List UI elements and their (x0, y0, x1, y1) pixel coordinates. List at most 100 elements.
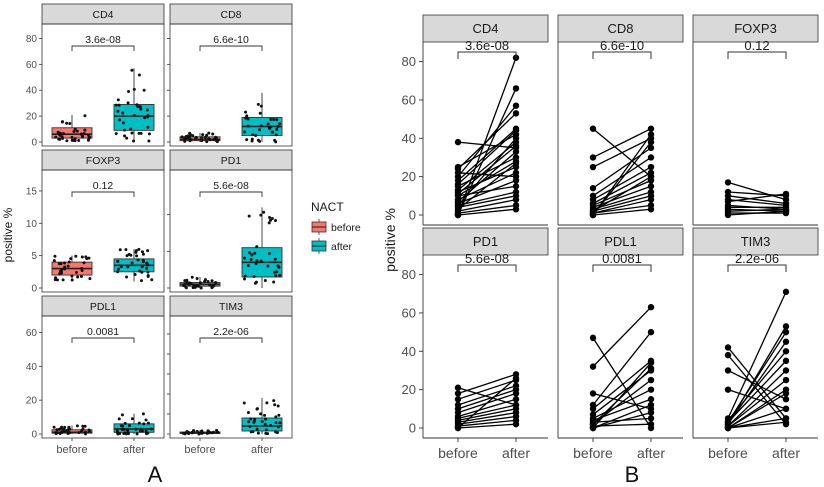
point-a-foxp3-after (137, 247, 141, 251)
legend-label-before: before (331, 222, 361, 234)
point-a-pd1-after (266, 264, 270, 268)
point-a-tim3-after (263, 413, 267, 417)
facet-b-foxp3: FOXP3 0.12 (692, 14, 819, 226)
strip-label-b-foxp3: FOXP3 (734, 21, 777, 36)
pair-line-b-cd8 (592, 208, 652, 216)
point-a-cd4-after (132, 87, 136, 91)
point-a-cd8-before (200, 139, 204, 143)
point-a-pdl1-after (120, 413, 124, 417)
point-a-pd1-before (182, 284, 186, 288)
facet-b-pdl1: PDL1 0.0081 before after (557, 227, 684, 461)
point-a-tim3-after (276, 425, 280, 429)
point-a-cd4-after (147, 139, 151, 143)
point-a-cd8-before (208, 138, 212, 142)
point-after-b-cd8 (647, 196, 655, 203)
point-a-cd4-after (143, 116, 147, 120)
point-a-pd1-after (273, 218, 277, 222)
point-before-b-foxp3 (724, 211, 732, 219)
pair-line-b-cd4 (457, 128, 517, 181)
facet-a-cd4: CD4 0 20 40 60 80 3.6e-08 (26, 3, 165, 149)
pair-line-b-cd8 (592, 191, 652, 210)
pair-line-b-pdl1 (592, 368, 652, 425)
point-a-pdl1-before (81, 424, 85, 428)
pair-line-b-tim3 (727, 408, 787, 429)
point-a-cd8-after (258, 111, 262, 115)
panel-a-letter: A (148, 462, 163, 487)
point-a-foxp3-after (146, 270, 150, 274)
point-after-b-cd4 (512, 85, 520, 92)
facet-a-tim3: TIM3 2.2e-06 before after (167, 295, 293, 456)
point-a-tim3-after (275, 431, 279, 435)
point-a-cd4-after (117, 103, 121, 107)
plot-frame-a-tim3 (169, 315, 293, 439)
point-after-b-tim3 (782, 328, 790, 336)
xtick-label-b-pd1-before: before (438, 445, 478, 461)
point-a-tim3-after (266, 432, 270, 436)
point-a-cd8-after (259, 124, 263, 128)
pair-line-b-tim3 (727, 360, 787, 423)
point-after-b-tim3 (782, 338, 790, 345)
ytick-label-b-cd4-20: 20 (402, 169, 416, 184)
point-a-cd8-before (186, 134, 190, 138)
point-after-b-cd4 (512, 102, 520, 109)
xtick-label-a-tim3-after: after (251, 444, 273, 456)
point-after-b-tim3 (782, 288, 790, 296)
point-after-b-cd8 (647, 144, 655, 152)
point-a-pdl1-after (117, 417, 121, 421)
point-a-pd1-after (275, 270, 279, 274)
point-a-foxp3-before (69, 257, 73, 261)
pair-line-b-cd8 (592, 137, 652, 168)
pair-line-b-cd4 (457, 191, 517, 207)
point-a-cd4-before (68, 122, 72, 126)
point-a-tim3-after (263, 422, 267, 426)
point-a-pd1-before (203, 279, 207, 283)
point-a-cd4-before (73, 127, 77, 131)
facet-b-cd8: CD8 6.6e-10 (557, 14, 684, 226)
point-a-pd1-before (212, 283, 216, 287)
point-a-cd4-after (126, 101, 130, 105)
point-before-b-cd4 (454, 165, 462, 173)
point-a-foxp3-after (138, 269, 142, 273)
pair-line-b-tim3 (727, 392, 787, 429)
pair-line-b-tim3 (727, 291, 787, 419)
point-a-foxp3-before (70, 278, 74, 282)
point-a-pdl1-after (116, 432, 120, 436)
point-a-pdl1-before (77, 431, 81, 435)
point-a-pd1-before (199, 286, 203, 290)
point-a-tim3-before (215, 430, 219, 434)
xtick-label-b-pdl1-after: after (637, 445, 665, 461)
point-after-b-tim3 (782, 367, 790, 374)
point-a-cd8-before (207, 131, 211, 135)
point-a-cd4-after (137, 131, 141, 135)
point-after-b-foxp3 (782, 207, 790, 215)
point-a-cd4-before (65, 121, 69, 125)
point-after-b-pdl1 (647, 396, 655, 403)
point-a-pdl1-before (83, 424, 87, 428)
strip-b-tim3 (692, 227, 819, 256)
point-a-cd4-after (139, 107, 143, 111)
point-a-foxp3-before (52, 259, 56, 263)
point-a-foxp3-after (129, 253, 133, 257)
point-a-cd4-after (121, 121, 125, 125)
bracket-a-pd1 (199, 191, 263, 197)
point-after-b-pdl1 (647, 420, 655, 428)
point-a-pdl1-after (130, 417, 134, 421)
point-a-cd4-before (83, 128, 87, 132)
bracket-a-foxp3 (71, 191, 135, 197)
point-before-b-cd8 (589, 125, 597, 132)
point-a-tim3-before (197, 432, 201, 436)
point-a-cd8-after (254, 133, 258, 137)
legend: NACT before after (311, 200, 361, 254)
xtick-label-b-tim3-after: after (772, 445, 800, 461)
point-after-b-pdl1 (647, 303, 655, 311)
point-after-b-pdl1 (647, 328, 655, 336)
strip-label-a-tim3: TIM3 (219, 301, 243, 313)
point-a-cd8-after (258, 128, 262, 132)
point-a-cd4-after (147, 132, 151, 136)
point-a-cd8-after (275, 118, 279, 122)
point-a-foxp3-before (55, 278, 59, 282)
point-a-foxp3-after (130, 261, 134, 265)
point-a-foxp3-before (59, 270, 63, 274)
point-a-pd1-after (243, 277, 247, 281)
pair-line-b-tim3 (727, 389, 787, 410)
